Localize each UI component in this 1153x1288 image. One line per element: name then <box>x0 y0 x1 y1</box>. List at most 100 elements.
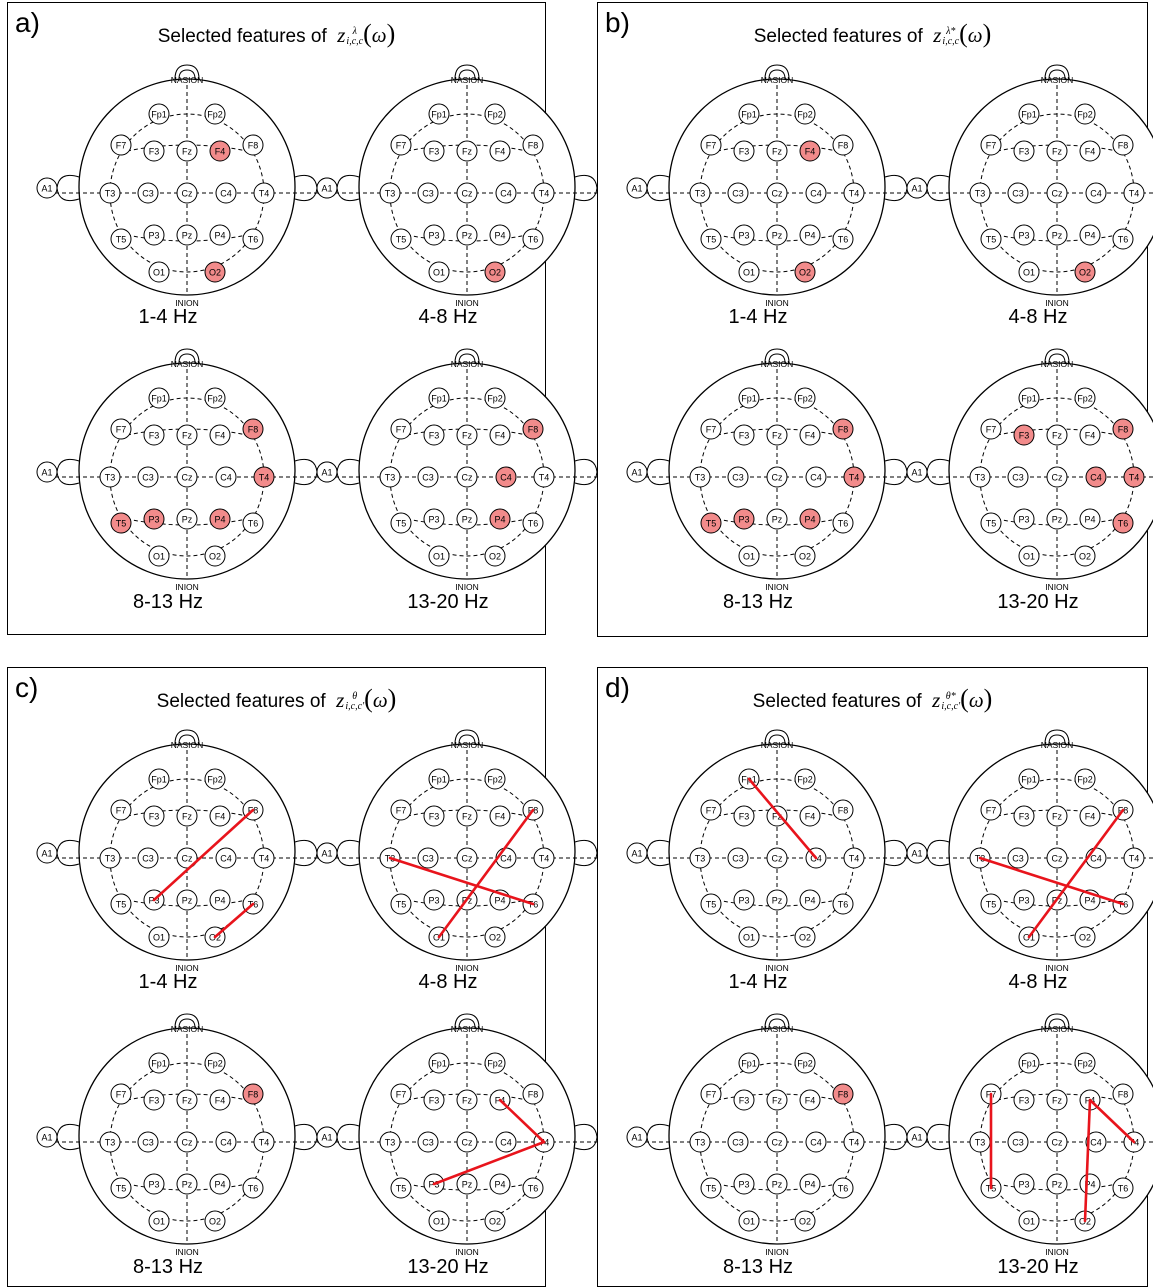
title-text: Selected features of <box>752 691 922 712</box>
svg-text:F8: F8 <box>838 806 849 816</box>
electrode-f8: F8 <box>242 1083 264 1105</box>
electrode-f3: F3 <box>733 1089 755 1111</box>
svg-text:O1: O1 <box>153 933 165 943</box>
electrode-p3: P3 <box>423 508 445 530</box>
svg-text:Fz: Fz <box>462 431 472 441</box>
svg-text:T4: T4 <box>539 854 550 864</box>
title-text: Selected features of <box>156 691 326 712</box>
electrode-t5: T5 <box>700 1177 722 1199</box>
panel-label: a) <box>15 7 40 38</box>
electrode-cz: Cz <box>1046 466 1068 488</box>
electrode-f4: F4 <box>799 140 821 162</box>
electrode-fp1: Fp1 <box>428 103 450 125</box>
svg-text:T5: T5 <box>396 1184 407 1194</box>
svg-text:T6: T6 <box>528 1184 539 1194</box>
svg-text:P4: P4 <box>494 231 505 241</box>
electrode-t3: T3 <box>969 466 991 488</box>
nose-inner <box>1048 69 1066 80</box>
electrode-fp1: Fp1 <box>148 103 170 125</box>
svg-text:P4: P4 <box>1084 231 1095 241</box>
svg-text:T5: T5 <box>986 235 997 245</box>
right-ear <box>294 458 318 486</box>
svg-text:Pz: Pz <box>182 1180 193 1190</box>
electrode-cz: Cz <box>1046 847 1068 869</box>
nasion-label: NASION <box>451 75 484 85</box>
electrode-f8: F8 <box>242 418 264 440</box>
left-ear <box>336 839 360 867</box>
svg-text:F4: F4 <box>805 812 816 822</box>
electrode-a1: A1 <box>906 461 928 483</box>
parietal-arc <box>716 234 838 242</box>
head-map-c-4: NASIONINIONFp1Fp2F7F3FzF4F8A1T3C3CzC4T4A… <box>316 1013 618 1257</box>
svg-text:T5: T5 <box>706 235 717 245</box>
svg-text:O1: O1 <box>743 1217 755 1227</box>
electrode-pz: Pz <box>766 508 788 530</box>
svg-text:C4: C4 <box>1090 854 1102 864</box>
svg-text:O1: O1 <box>743 933 755 943</box>
svg-text:C3: C3 <box>1012 189 1024 199</box>
svg-text:Fz: Fz <box>462 1096 472 1106</box>
nose-outer <box>764 64 790 80</box>
electrode-t5: T5 <box>110 512 132 534</box>
electrode-f4: F4 <box>1079 140 1101 162</box>
head-map-d-3: NASION INION Fp1 Fp2 F7 F3 Fz F4 F8 A1 T3 C3 Cz C4 T4 A… <box>626 1013 928 1257</box>
electrode-f7: F7 <box>700 1083 722 1105</box>
left-ear <box>926 1123 950 1151</box>
electrode-c4: C4 <box>495 1131 517 1153</box>
parietal-arc <box>406 1183 528 1191</box>
electrode-o1: O1 <box>738 926 760 948</box>
electrode-t5: T5 <box>700 893 722 915</box>
svg-text:Fp1: Fp1 <box>1021 775 1037 785</box>
electrode-t5: T5 <box>390 512 412 534</box>
electrode-t6: T6 <box>522 228 544 250</box>
electrode-c3: C3 <box>417 847 439 869</box>
electrode-o1: O1 <box>148 545 170 567</box>
svg-text:F7: F7 <box>986 806 997 816</box>
svg-text:Fp2: Fp2 <box>1077 394 1093 404</box>
svg-text:Pz: Pz <box>182 896 193 906</box>
svg-text:T5: T5 <box>116 1184 127 1194</box>
electrode-t5: T5 <box>980 893 1002 915</box>
electrode-p3: P3 <box>733 224 755 246</box>
electrode-f7: F7 <box>980 134 1002 156</box>
nasion-label: NASION <box>1041 359 1074 369</box>
electrode-p3: P3 <box>1013 224 1035 246</box>
electrode-p3: P3 <box>423 889 445 911</box>
svg-text:P3: P3 <box>148 515 159 525</box>
electrode-pz: Pz <box>176 889 198 911</box>
electrode-p4: P4 <box>799 508 821 530</box>
electrode-fz: Fz <box>766 424 788 446</box>
right-ear <box>294 839 318 867</box>
right-ear <box>574 458 598 486</box>
svg-text:Cz: Cz <box>1052 1138 1063 1148</box>
svg-text:T4: T4 <box>259 1138 270 1148</box>
svg-text:C4: C4 <box>810 473 822 483</box>
nose-inner <box>178 734 196 745</box>
electrode-o2: O2 <box>794 926 816 948</box>
electrode-c3: C3 <box>727 466 749 488</box>
electrode-t4: T4 <box>1123 466 1145 488</box>
svg-text:P3: P3 <box>428 515 439 525</box>
svg-text:C4: C4 <box>810 1138 822 1148</box>
inion-label: INION <box>765 582 789 592</box>
nose-inner <box>768 734 786 745</box>
svg-text:Cz: Cz <box>462 1138 473 1148</box>
nose-outer <box>174 729 200 745</box>
svg-text:Fp2: Fp2 <box>207 1059 223 1069</box>
electrode-a1: A1 <box>316 177 338 199</box>
svg-text:F7: F7 <box>706 806 717 816</box>
svg-text:O2: O2 <box>1079 268 1091 278</box>
left-ear <box>646 839 670 867</box>
electrode-f8: F8 <box>832 1083 854 1105</box>
electrode-t5: T5 <box>980 512 1002 534</box>
electrode-f7: F7 <box>110 799 132 821</box>
svg-text:O1: O1 <box>1023 552 1035 562</box>
head-map-d-1: NASIONINIONFp1Fp2F7F3FzF4F8A1T3C3CzC4T4A… <box>626 729 928 973</box>
svg-text:Fp2: Fp2 <box>487 1059 503 1069</box>
electrode-fp1: Fp1 <box>738 387 760 409</box>
electrode-f3: F3 <box>143 805 165 827</box>
electrode-pz: Pz <box>1046 224 1068 246</box>
svg-text:F7: F7 <box>706 425 717 435</box>
left-ear <box>646 174 670 202</box>
svg-text:T5: T5 <box>116 235 127 245</box>
